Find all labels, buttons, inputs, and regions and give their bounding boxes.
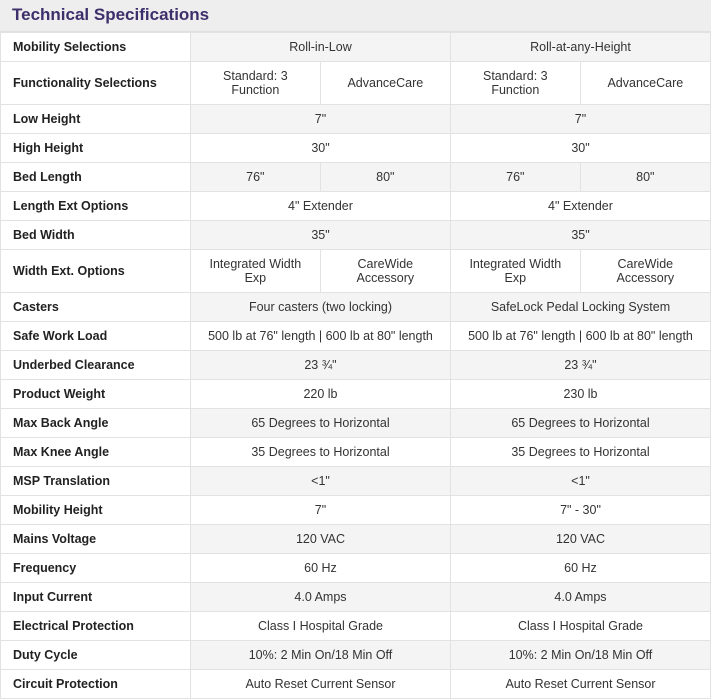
- row-label: Input Current: [1, 583, 191, 612]
- row-label: Electrical Protection: [1, 612, 191, 641]
- table-row: Max Knee Angle35 Degrees to Horizontal35…: [1, 438, 711, 467]
- spec-cell: 65 Degrees to Horizontal: [191, 409, 451, 438]
- spec-cell: AdvanceCare: [580, 62, 710, 105]
- spec-cell: 4.0 Amps: [191, 583, 451, 612]
- row-label: Max Knee Angle: [1, 438, 191, 467]
- row-label: Width Ext. Options: [1, 250, 191, 293]
- spec-cell: 35": [450, 221, 710, 250]
- spec-cell: 76": [450, 163, 580, 192]
- spec-cell: CareWide Accessory: [580, 250, 710, 293]
- table-row: Width Ext. OptionsIntegrated Width ExpCa…: [1, 250, 711, 293]
- row-label: Product Weight: [1, 380, 191, 409]
- table-row: Underbed Clearance23 ¾"23 ¾": [1, 351, 711, 380]
- spec-cell: 30": [191, 134, 451, 163]
- spec-cell: 220 lb: [191, 380, 451, 409]
- row-label: MSP Translation: [1, 467, 191, 496]
- spec-cell: Class I Hospital Grade: [191, 612, 451, 641]
- table-row: Product Weight220 lb230 lb: [1, 380, 711, 409]
- table-row: Functionality SelectionsStandard: 3 Func…: [1, 62, 711, 105]
- page-title: Technical Specifications: [12, 5, 209, 24]
- table-row: Electrical ProtectionClass I Hospital Gr…: [1, 612, 711, 641]
- spec-cell: SafeLock Pedal Locking System: [450, 293, 710, 322]
- table-row: Circuit ProtectionAuto Reset Current Sen…: [1, 670, 711, 699]
- table-row: CastersFour casters (two locking)SafeLoc…: [1, 293, 711, 322]
- spec-cell: 7": [191, 105, 451, 134]
- row-label: Mains Voltage: [1, 525, 191, 554]
- spec-cell: 35": [191, 221, 451, 250]
- spec-cell: 60 Hz: [450, 554, 710, 583]
- spec-cell: 230 lb: [450, 380, 710, 409]
- row-label: Bed Length: [1, 163, 191, 192]
- table-row: Low Height7"7": [1, 105, 711, 134]
- spec-cell: 4" Extender: [450, 192, 710, 221]
- spec-cell: 7" - 30": [450, 496, 710, 525]
- row-label: Casters: [1, 293, 191, 322]
- spec-cell: 65 Degrees to Horizontal: [450, 409, 710, 438]
- table-row: Mains Voltage120 VAC120 VAC: [1, 525, 711, 554]
- spec-cell: 7": [450, 105, 710, 134]
- table-row: Length Ext Options4" Extender4" Extender: [1, 192, 711, 221]
- spec-cell: Auto Reset Current Sensor: [450, 670, 710, 699]
- spec-cell: Integrated Width Exp: [450, 250, 580, 293]
- spec-cell: 4.0 Amps: [450, 583, 710, 612]
- row-label: Underbed Clearance: [1, 351, 191, 380]
- spec-cell: 35 Degrees to Horizontal: [191, 438, 451, 467]
- table-row: High Height30"30": [1, 134, 711, 163]
- row-label: Frequency: [1, 554, 191, 583]
- row-label: Low Height: [1, 105, 191, 134]
- table-row: Mobility SelectionsRoll-in-LowRoll-at-an…: [1, 33, 711, 62]
- row-label: Bed Width: [1, 221, 191, 250]
- spec-cell: 35 Degrees to Horizontal: [450, 438, 710, 467]
- spec-cell: Four casters (two locking): [191, 293, 451, 322]
- spec-cell: 500 lb at 76" length | 600 lb at 80" len…: [450, 322, 710, 351]
- spec-cell: 120 VAC: [450, 525, 710, 554]
- row-label: Safe Work Load: [1, 322, 191, 351]
- spec-cell: CareWide Accessory: [320, 250, 450, 293]
- table-row: Duty Cycle10%: 2 Min On/18 Min Off10%: 2…: [1, 641, 711, 670]
- spec-cell: Standard: 3 Function: [191, 62, 321, 105]
- spec-cell: 10%: 2 Min On/18 Min Off: [450, 641, 710, 670]
- row-label: Functionality Selections: [1, 62, 191, 105]
- row-label: Mobility Selections: [1, 33, 191, 62]
- spec-cell: 60 Hz: [191, 554, 451, 583]
- spec-cell: 23 ¾": [191, 351, 451, 380]
- header-bar: Technical Specifications: [0, 0, 711, 32]
- table-row: Max Back Angle65 Degrees to Horizontal65…: [1, 409, 711, 438]
- spec-cell: Integrated Width Exp: [191, 250, 321, 293]
- spec-table: Mobility SelectionsRoll-in-LowRoll-at-an…: [0, 32, 711, 699]
- spec-cell: 7": [191, 496, 451, 525]
- spec-cell: <1": [191, 467, 451, 496]
- spec-cell: 30": [450, 134, 710, 163]
- spec-cell: 4" Extender: [191, 192, 451, 221]
- spec-cell: 80": [320, 163, 450, 192]
- table-row: Mobility Height7"7" - 30": [1, 496, 711, 525]
- row-label: Max Back Angle: [1, 409, 191, 438]
- row-label: High Height: [1, 134, 191, 163]
- spec-cell: Roll-at-any-Height: [450, 33, 710, 62]
- row-label: Mobility Height: [1, 496, 191, 525]
- table-row: Input Current4.0 Amps4.0 Amps: [1, 583, 711, 612]
- table-row: MSP Translation<1"<1": [1, 467, 711, 496]
- spec-cell: 500 lb at 76" length | 600 lb at 80" len…: [191, 322, 451, 351]
- spec-cell: AdvanceCare: [320, 62, 450, 105]
- table-row: Bed Width35"35": [1, 221, 711, 250]
- spec-cell: 10%: 2 Min On/18 Min Off: [191, 641, 451, 670]
- spec-cell: 80": [580, 163, 710, 192]
- spec-cell: 120 VAC: [191, 525, 451, 554]
- row-label: Circuit Protection: [1, 670, 191, 699]
- spec-cell: Roll-in-Low: [191, 33, 451, 62]
- spec-cell: 23 ¾": [450, 351, 710, 380]
- spec-cell: Auto Reset Current Sensor: [191, 670, 451, 699]
- spec-cell: Standard: 3 Function: [450, 62, 580, 105]
- row-label: Duty Cycle: [1, 641, 191, 670]
- spec-cell: Class I Hospital Grade: [450, 612, 710, 641]
- table-row: Safe Work Load500 lb at 76" length | 600…: [1, 322, 711, 351]
- spec-cell: <1": [450, 467, 710, 496]
- table-row: Bed Length76"80"76"80": [1, 163, 711, 192]
- row-label: Length Ext Options: [1, 192, 191, 221]
- table-row: Frequency60 Hz60 Hz: [1, 554, 711, 583]
- spec-cell: 76": [191, 163, 321, 192]
